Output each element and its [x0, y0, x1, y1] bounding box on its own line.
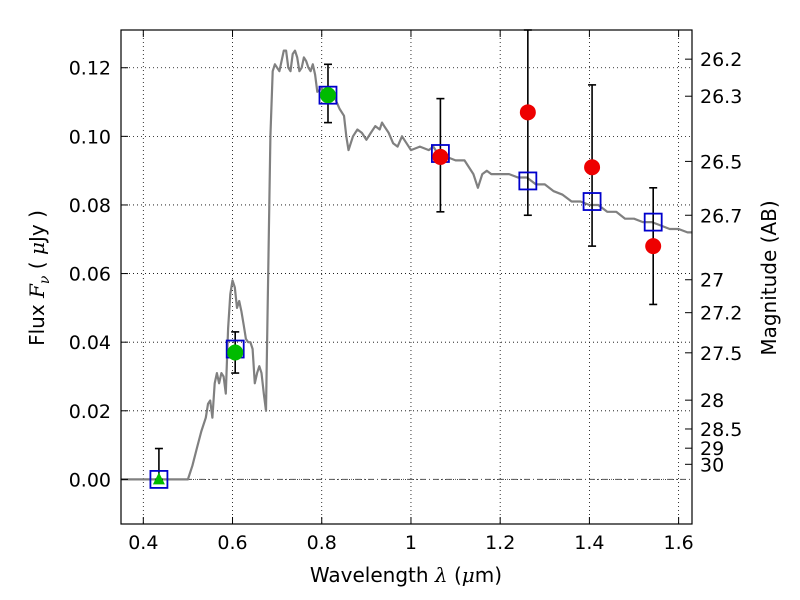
y-axis-label-text: Flux [25, 304, 49, 346]
x-axis-unit-mu: μ [462, 563, 475, 587]
error-bars [154, 29, 658, 481]
detected-nir-point-2 [584, 159, 601, 176]
y2-tick-label-10: 30 [700, 454, 724, 476]
y2-tick-label-5: 27.2 [700, 303, 742, 325]
y2-tick-label-4: 27 [700, 270, 724, 292]
x-axis-unit-prefix: ( [454, 563, 462, 587]
y-axis-unit-mu: μ [25, 242, 49, 255]
y2-tick-label-1: 26.3 [700, 86, 742, 108]
x-axis-unit-rest: m) [475, 563, 502, 587]
y2-axis-label: Magnitude (AB) [757, 200, 781, 355]
x-tick-label-4: 1.2 [485, 532, 515, 554]
y2-tick-label-6: 27.5 [700, 343, 742, 365]
x-tick-label-2: 0.8 [307, 532, 337, 554]
y-tick-label-3: 0.06 [69, 264, 111, 286]
model-square-2 [318, 85, 338, 105]
model-photometry-squares [149, 85, 663, 489]
model-square-5 [582, 192, 602, 211]
x-tick-label-6: 1.6 [664, 532, 694, 554]
detected-nir-point-0 [432, 148, 449, 165]
x-tick-label-0: 0.4 [128, 532, 158, 554]
y2-tick-label-0: 26.2 [700, 49, 742, 71]
x-axis-symbol: λ [434, 563, 448, 587]
y-axis-unit-rest: Jy ) [25, 210, 49, 244]
y-axis-subscript: ν [37, 275, 53, 284]
y-axis-label: Flux Fν ( μJy ) [25, 210, 53, 346]
y2-tick-label-8: 28.5 [700, 419, 742, 441]
x-axis-label-text: Wavelength [310, 563, 429, 587]
model-square-6 [643, 212, 663, 232]
y2-tick-label-7: 28 [700, 390, 724, 412]
model-spectrum-line [121, 49, 692, 481]
y2-tick-label-2: 26.5 [700, 151, 742, 173]
model-square-0 [149, 470, 169, 489]
y-tick-label-1: 0.02 [69, 401, 111, 423]
model-spectrum [121, 49, 692, 481]
plot-frame [120, 29, 693, 525]
grid-lines [121, 30, 692, 524]
detected-nir-point-1 [519, 104, 536, 121]
y2-tick-label-9: 29 [700, 438, 724, 460]
observed-markers [152, 87, 662, 485]
y-tick-label-2: 0.04 [69, 332, 111, 354]
upper-limit-point-0 [152, 472, 165, 485]
model-square-4 [518, 171, 538, 191]
detected-optical-point-0 [227, 344, 244, 361]
x-axis-label: Wavelength λ (μm) [310, 563, 502, 587]
x-tick-label-5: 1.4 [574, 532, 604, 554]
y-tick-label-5: 0.10 [69, 126, 111, 148]
detected-optical-point-1 [319, 87, 336, 104]
y-tick-label-6: 0.12 [69, 58, 111, 80]
y-tick-label-0: 0.00 [69, 469, 111, 491]
x-tick-label-1: 0.6 [217, 532, 247, 554]
detected-nir-point-3 [645, 238, 662, 255]
y2-tick-label-3: 26.7 [700, 205, 742, 227]
tick-labels: 0.4 0.6 0.8 1 1.2 1.4 1.6 0.00 0.02 0.04 0.06 0.08 0… [69, 30, 742, 554]
y-axis-symbol: F [25, 283, 49, 299]
y-tick-label-4: 0.08 [69, 195, 111, 217]
y-axis-unit-prefix: ( [25, 261, 49, 269]
axes [120, 29, 693, 525]
x-tick-label-3: 1 [405, 532, 417, 554]
